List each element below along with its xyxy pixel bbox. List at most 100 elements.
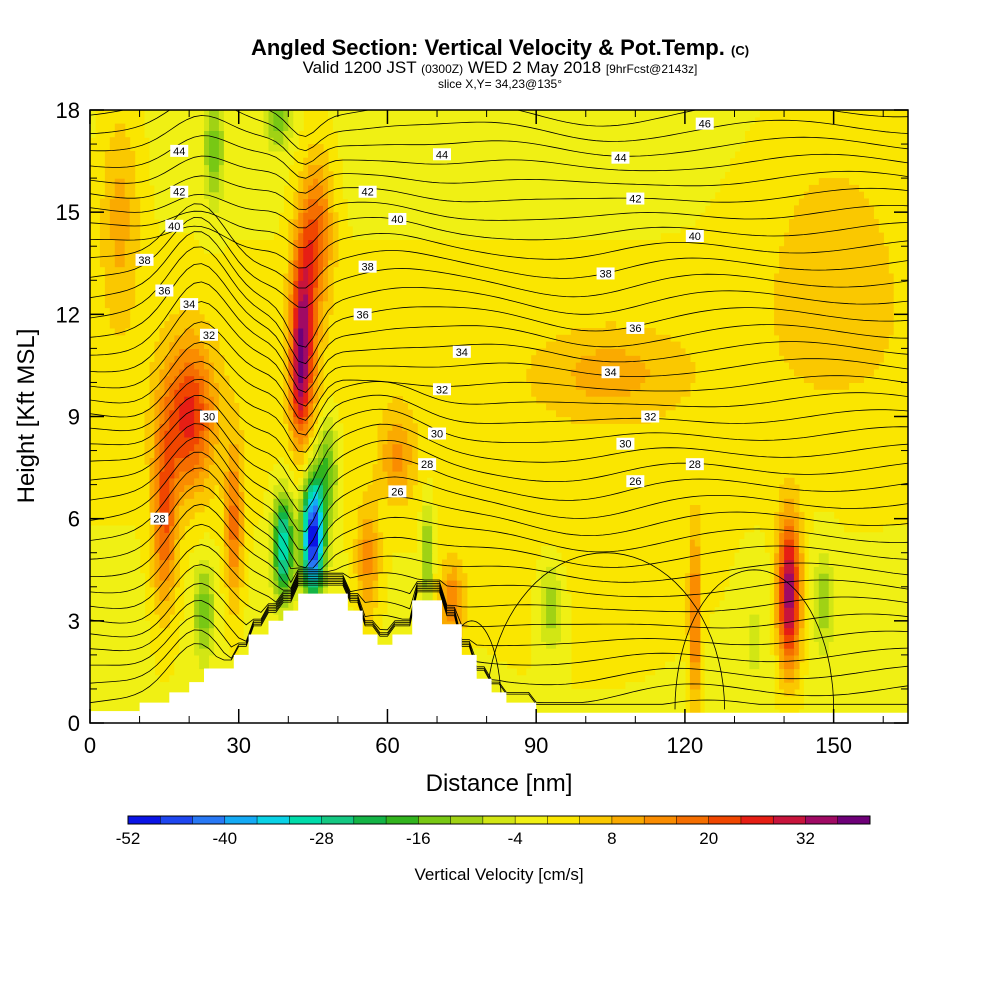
velocity-cell	[218, 396, 235, 404]
velocity-cell	[179, 634, 195, 642]
velocity-cell	[283, 314, 289, 322]
velocity-cell	[784, 607, 795, 615]
colorbar: -52 -40 -28 -16 -4 8 20 32	[116, 815, 871, 848]
velocity-cell	[556, 600, 562, 608]
theta-label: 28	[421, 459, 433, 471]
velocity-cell	[199, 580, 210, 588]
theta-label-box	[418, 458, 437, 471]
velocity-cell	[328, 532, 334, 540]
colorbar-segment	[773, 816, 806, 824]
theta-label: 30	[619, 439, 631, 451]
velocity-cell	[774, 566, 780, 574]
velocity-cell	[303, 219, 309, 227]
velocity-cell	[204, 375, 210, 383]
velocity-cell	[199, 634, 210, 642]
theta-isoline	[90, 581, 908, 686]
velocity-cell	[268, 137, 275, 145]
velocity-cell	[328, 491, 334, 499]
velocity-cell	[446, 552, 458, 561]
velocity-cell	[332, 539, 344, 547]
velocity-cell	[218, 409, 240, 418]
velocity-cell	[109, 314, 131, 322]
velocity-cell	[213, 634, 225, 642]
velocity-cell	[218, 110, 225, 118]
velocity-cell	[328, 457, 334, 465]
velocity-cell	[362, 518, 374, 527]
velocity-cell	[268, 532, 275, 540]
velocity-cell	[784, 545, 795, 554]
velocity-cell	[104, 150, 136, 159]
velocity-cell	[288, 321, 294, 329]
velocity-cell	[253, 532, 270, 540]
velocity-cell	[283, 416, 289, 424]
velocity-cell	[223, 144, 270, 152]
velocity-cell	[779, 266, 889, 275]
velocity-cell	[313, 259, 319, 268]
velocity-cell	[377, 443, 384, 452]
velocity-cell	[779, 682, 800, 690]
y-tick-label: 3	[68, 609, 80, 634]
colorbar-segment	[192, 816, 226, 824]
velocity-cell	[90, 614, 146, 622]
velocity-cell	[779, 620, 785, 629]
velocity-cell	[218, 171, 225, 179]
velocity-cell	[174, 471, 180, 479]
velocity-cell	[204, 184, 210, 193]
velocity-cell	[169, 416, 180, 424]
velocity-cell	[684, 614, 691, 622]
velocity-cell	[451, 566, 458, 574]
velocity-cell	[293, 225, 299, 234]
velocity-cell	[531, 580, 542, 588]
velocity-cell	[109, 307, 131, 315]
velocity-cell	[154, 430, 160, 438]
velocity-cell	[456, 566, 463, 574]
velocity-cell	[303, 539, 309, 547]
velocity-cell	[422, 491, 433, 499]
velocity-cell	[689, 675, 701, 683]
velocity-cell	[774, 518, 780, 527]
velocity-cell	[159, 375, 165, 383]
velocity-cell	[779, 580, 785, 588]
velocity-cell	[184, 580, 195, 588]
velocity-cell	[318, 368, 324, 377]
velocity-cell	[144, 423, 155, 431]
velocity-cell	[362, 559, 374, 567]
velocity-cell	[313, 436, 319, 445]
velocity-cell	[104, 164, 136, 172]
velocity-cell	[204, 389, 210, 397]
velocity-cell	[268, 110, 275, 118]
velocity-cell	[303, 375, 309, 383]
velocity-cell	[308, 184, 324, 193]
velocity-cell	[779, 532, 785, 540]
velocity-cell	[228, 539, 240, 547]
velocity-cell	[303, 443, 309, 452]
velocity-cell	[263, 110, 270, 118]
velocity-cell	[298, 355, 304, 363]
velocity-cell	[303, 266, 309, 275]
velocity-cell	[367, 484, 393, 492]
velocity-cell	[774, 634, 780, 642]
velocity-cell	[209, 600, 215, 608]
velocity-cell	[164, 443, 195, 452]
velocity-cell	[213, 362, 225, 370]
velocity-cell	[556, 614, 562, 622]
velocity-cell	[313, 253, 319, 261]
velocity-cell	[194, 430, 200, 438]
velocity-cell	[238, 484, 245, 492]
velocity-cell	[228, 477, 240, 486]
velocity-cell	[268, 525, 275, 533]
theta-label: 38	[599, 268, 611, 280]
velocity-cell	[372, 545, 379, 554]
velocity-cell	[298, 293, 304, 302]
velocity-cell	[169, 341, 205, 349]
velocity-cell	[273, 505, 279, 513]
velocity-cell	[194, 491, 215, 499]
velocity-cell	[818, 573, 830, 581]
velocity-cell	[303, 505, 309, 513]
velocity-cell	[328, 280, 334, 288]
velocity-cell	[288, 355, 294, 363]
velocity-cell	[759, 627, 770, 635]
velocity-cell	[347, 212, 701, 220]
velocity-cell	[318, 430, 324, 438]
velocity-cell	[273, 586, 279, 595]
